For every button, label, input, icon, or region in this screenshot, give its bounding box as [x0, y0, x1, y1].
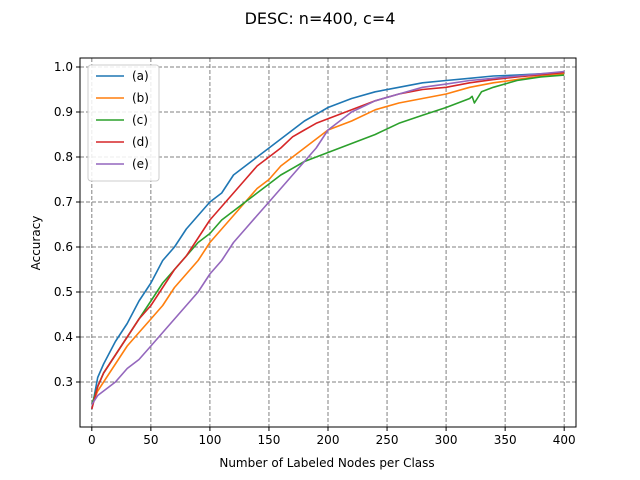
legend-box [87, 64, 160, 182]
y-tick-label: 1.0 [54, 60, 73, 74]
series-line-3 [91, 74, 565, 405]
x-tick-label: 0 [88, 433, 96, 447]
grid [80, 58, 576, 427]
series-line-1 [91, 72, 565, 410]
x-tick-label: 300 [435, 433, 458, 447]
y-tick-label: 0.8 [54, 150, 73, 164]
x-axis-label: Number of Labeled Nodes per Class [219, 456, 434, 470]
legend-label: (c) [132, 113, 148, 127]
y-axis-label: Accuracy [29, 216, 43, 271]
legend-label: (b) [132, 91, 149, 105]
y-tick-label: 0.4 [54, 330, 73, 344]
x-axis-ticks: 0 50 100 150 200 250 300 350 400 [88, 427, 576, 447]
x-tick-label: 150 [257, 433, 280, 447]
series-line-5 [91, 70, 565, 405]
y-tick-label: 0.9 [54, 105, 73, 119]
legend-label: (d) [132, 135, 149, 149]
legend-label: (a) [132, 69, 149, 83]
series-line-4 [91, 71, 565, 410]
x-tick-label: 200 [317, 433, 340, 447]
x-tick-label: 50 [143, 433, 158, 447]
series-line-2 [91, 73, 565, 405]
x-tick-label: 250 [376, 433, 399, 447]
y-tick-label: 0.5 [54, 285, 73, 299]
x-tick-label: 100 [198, 433, 221, 447]
x-tick-label: 400 [553, 433, 576, 447]
y-tick-label: 0.6 [54, 240, 73, 254]
y-axis-ticks: 0.3 0.4 0.5 0.6 0.7 0.8 0.9 1.0 [54, 60, 80, 389]
y-tick-label: 0.3 [54, 375, 73, 389]
y-tick-label: 0.7 [54, 195, 73, 209]
x-tick-label: 350 [494, 433, 517, 447]
series-lines [91, 70, 565, 410]
chart-title: DESC: n=400, c=4 [245, 9, 396, 28]
legend: (a) (b) (c) (d) (e) [87, 64, 160, 182]
legend-label: (e) [132, 157, 149, 171]
